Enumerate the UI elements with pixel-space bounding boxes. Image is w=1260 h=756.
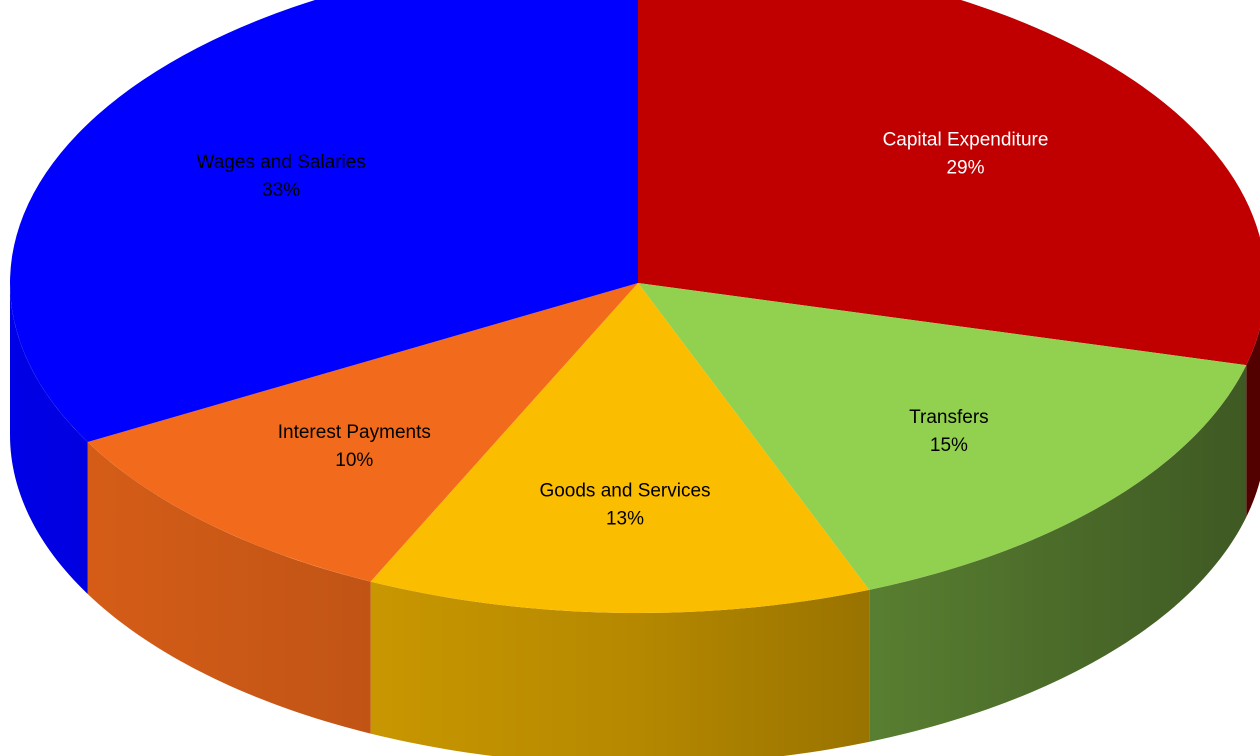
slice-value-label: 15%: [930, 435, 968, 456]
pie-slice-capital-expenditure: [638, 0, 1260, 366]
pie-slice-interest-payments: [87, 283, 639, 582]
slice-name-label: Interest Payments: [278, 422, 431, 443]
data-label-transfers: Transfers 15%: [909, 407, 989, 456]
slice-value-label: 13%: [606, 509, 644, 530]
pie-side-wages-and-salaries: [10, 283, 88, 594]
pie-side-interest-payments: [87, 441, 371, 734]
pie-sides: [10, 283, 1260, 756]
pie-labels: Capital Expenditure 29% Transfers 15% Goods …: [197, 130, 1049, 530]
slice-value-label: 29%: [946, 158, 984, 179]
pie-side-capital-expenditure: [1246, 328, 1260, 518]
pie-slice-wages-and-salaries: [10, 0, 638, 442]
pie-slice-goods-and-services: [370, 283, 870, 614]
data-label-capital-expenditure: Capital Expenditure 29%: [883, 130, 1049, 179]
pie-top: [10, 0, 1260, 614]
data-label-goods-and-services: Goods and Services 13%: [539, 481, 710, 530]
pie-side-transfers: [869, 365, 1247, 742]
slice-value-label: 10%: [335, 450, 373, 471]
slice-name-label: Goods and Services: [539, 481, 710, 502]
slice-name-label: Wages and Salaries: [197, 152, 366, 173]
slice-name-label: Capital Expenditure: [883, 130, 1049, 151]
pie-side-goods-and-services: [370, 581, 870, 756]
data-label-wages-and-salaries: Wages and Salaries 33%: [197, 152, 366, 201]
pie-slice-transfers: [638, 283, 1247, 590]
data-label-interest-payments: Interest Payments 10%: [278, 422, 431, 471]
slice-value-label: 33%: [262, 180, 300, 201]
slice-name-label: Transfers: [909, 407, 989, 428]
